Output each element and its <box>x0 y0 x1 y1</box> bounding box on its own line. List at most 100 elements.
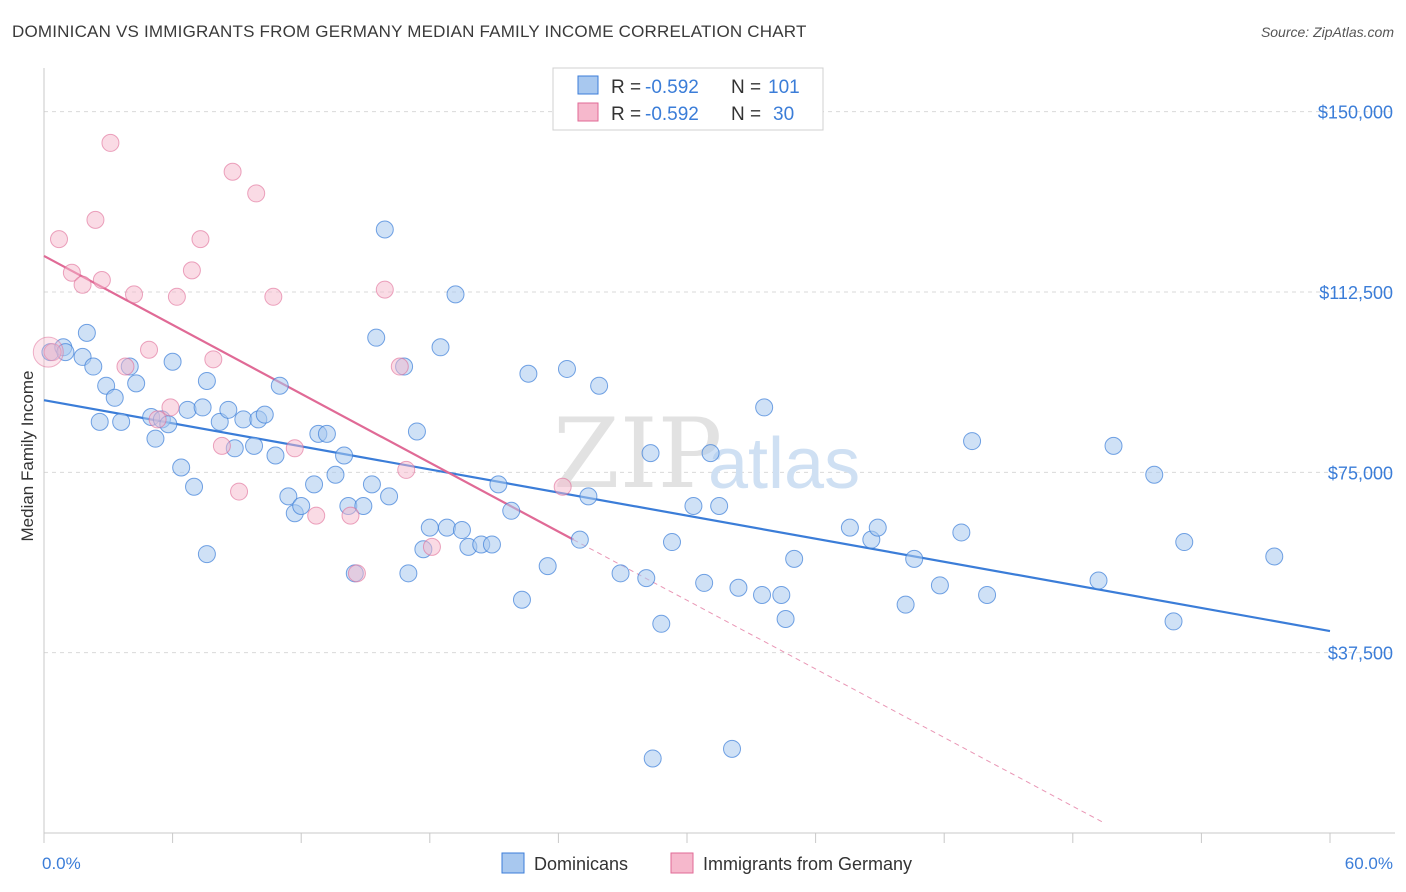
dominicans-point <box>270 376 289 395</box>
dominicans-point <box>245 436 264 455</box>
legend-swatch-germany <box>577 102 599 122</box>
dominicans-point <box>785 549 804 568</box>
dominicans-point <box>637 569 656 588</box>
dominicans-point <box>662 533 681 552</box>
dominicans-point <box>420 518 439 537</box>
series-legend: Dominicans Immigrants from Germany <box>501 852 912 874</box>
germany-point-cluster <box>32 336 64 368</box>
dominicans-point <box>776 610 795 629</box>
dominicans-point <box>197 545 216 564</box>
germany-point <box>116 357 135 376</box>
dominicans-point <box>652 614 671 633</box>
germany-point <box>204 350 223 369</box>
dominicans-point <box>557 359 576 378</box>
dominicans-point <box>255 405 274 424</box>
dominicans-point <box>840 518 859 537</box>
dominicans-point <box>163 352 182 371</box>
dominicans-point <box>326 465 345 484</box>
germany-point <box>230 482 249 501</box>
germany-point <box>422 537 441 556</box>
germany-point <box>73 275 92 294</box>
dominicans-point <box>963 432 982 451</box>
germany-point <box>285 439 304 458</box>
germany-point <box>140 340 159 359</box>
dominicans-point <box>197 371 216 390</box>
dominicans-point <box>305 475 324 494</box>
germany-point <box>125 285 144 304</box>
x-tick-labels: 0.0% 60.0% <box>42 854 1393 873</box>
germany-point <box>101 133 120 152</box>
legend-n-value-2: 30 <box>773 104 794 125</box>
dominicans-point <box>452 521 471 540</box>
dominicans-point <box>127 374 146 393</box>
dominicans-point <box>579 487 598 506</box>
germany-point <box>191 230 210 249</box>
germany-point <box>50 230 69 249</box>
y-tick-label: $112,500 <box>1319 283 1393 303</box>
dominicans-point <box>896 595 915 614</box>
germany-point <box>167 287 186 306</box>
dominicans-point <box>753 585 772 604</box>
dominicans-point <box>380 487 399 506</box>
germany-point <box>43 343 62 362</box>
dominicans-point <box>407 422 426 441</box>
dominicans-point <box>335 446 354 465</box>
germany-point <box>182 261 201 280</box>
germany-point <box>341 506 360 525</box>
dominicans-point <box>266 446 285 465</box>
germany-point <box>390 357 409 376</box>
y-tick-label: $150,000 <box>1318 103 1393 123</box>
germany-point <box>223 162 242 181</box>
dominicans-point <box>905 549 924 568</box>
dominicans-point <box>1104 436 1123 455</box>
legend-r-label-2: R = <box>611 104 641 125</box>
trend-lines <box>43 254 1331 824</box>
dominicans-point <box>185 477 204 496</box>
germany-point <box>148 410 167 429</box>
dominicans-point <box>77 323 96 342</box>
y-axis-label: Median Family Income <box>18 370 37 541</box>
dominicans-point <box>146 429 165 448</box>
dominicans-point <box>375 220 394 239</box>
bottom-legend-dominicans: Dominicans <box>534 854 628 874</box>
dominicans-point <box>502 501 521 520</box>
legend-r-value-1: -0.592 <box>645 77 699 98</box>
germany-point <box>212 436 231 455</box>
dominicans-point <box>1089 571 1108 590</box>
watermark: ZIP atlas <box>553 398 860 510</box>
bottom-legend-swatch-dominicans <box>501 852 525 874</box>
x-tick-label-min: 0.0% <box>42 854 81 873</box>
gridlines <box>44 111 1395 654</box>
legend-swatch-dominicans <box>577 75 599 95</box>
dominicans-point <box>701 444 720 463</box>
dominicans-point <box>1164 612 1183 631</box>
germany-point <box>307 506 326 525</box>
legend-n-value-1: 101 <box>768 77 800 98</box>
legend-r-label-1: R = <box>611 77 641 98</box>
dominicans-point <box>354 496 373 515</box>
germany-point <box>161 398 180 417</box>
dominicans-point <box>446 285 465 304</box>
germany-point <box>553 477 572 496</box>
y-tick-label: $75,000 <box>1328 463 1393 483</box>
germany-points <box>32 133 572 583</box>
legend-n-label-2: N = <box>731 104 761 125</box>
dominicans-point <box>279 487 298 506</box>
germany-trend-extension <box>573 539 1106 824</box>
dominicans-point <box>1145 465 1164 484</box>
dominicans-point <box>772 585 791 604</box>
dominicans-point <box>978 585 997 604</box>
dominicans-point <box>952 523 971 542</box>
dominicans-point <box>684 496 703 515</box>
bottom-legend-swatch-germany <box>670 852 694 874</box>
watermark-zip: ZIP <box>553 398 722 510</box>
dominicans-point <box>729 578 748 597</box>
dominicans-point <box>90 412 109 431</box>
dominicans-point <box>519 364 538 383</box>
dominicans-point <box>482 535 501 554</box>
bottom-legend-germany: Immigrants from Germany <box>703 854 912 874</box>
chart-title: DOMINICAN VS IMMIGRANTS FROM GERMANY MED… <box>12 22 807 41</box>
dominicans-point <box>930 576 949 595</box>
dominicans-point <box>538 557 557 576</box>
